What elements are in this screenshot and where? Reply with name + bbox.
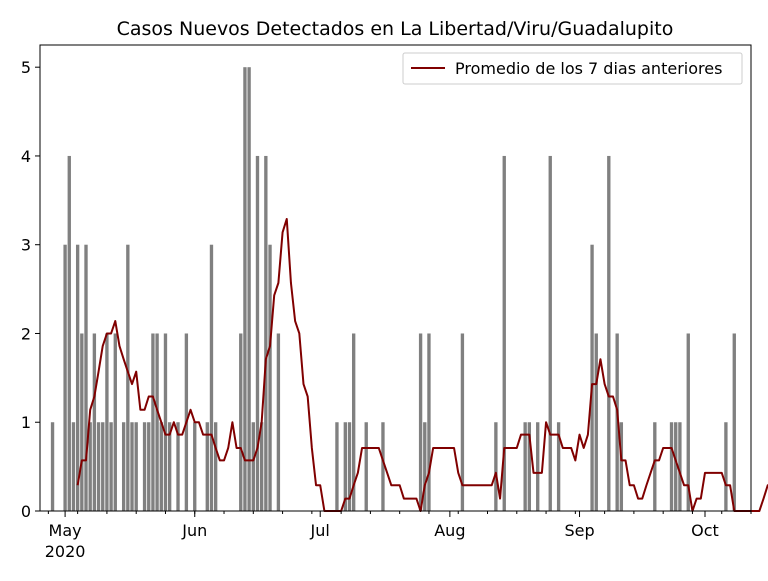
legend-label: Promedio de los 7 dias anteriores [455, 59, 722, 78]
y-tick-label: 0 [21, 502, 31, 521]
bar [67, 155, 71, 511]
bar [84, 244, 88, 511]
bar [75, 244, 80, 511]
bar-series [50, 67, 736, 511]
x-tick-label: May [49, 521, 82, 540]
bar [556, 422, 561, 511]
bar [674, 422, 678, 511]
y-tick-label: 1 [21, 413, 31, 432]
bar [527, 422, 532, 511]
bar [594, 333, 598, 511]
bar [536, 422, 540, 511]
bar [151, 333, 155, 511]
bar [109, 422, 113, 511]
bar [678, 422, 682, 511]
y-axis: 0 1 2 3 4 5 [21, 58, 40, 521]
x-tick-sublabel: 2020 [45, 542, 86, 561]
bar [105, 333, 109, 511]
bar [50, 422, 55, 511]
x-axis: May 2020 Jun Jul Aug Sep Oct [45, 511, 752, 561]
bar [590, 244, 594, 511]
x-tick-label: Jul [310, 521, 330, 540]
bar [548, 155, 552, 511]
bar [423, 422, 427, 511]
y-tick-label: 5 [21, 58, 31, 77]
bar [276, 333, 281, 511]
bar [147, 422, 151, 511]
bar [381, 422, 385, 511]
bar [502, 155, 506, 511]
bar [113, 333, 117, 511]
bar [427, 333, 431, 511]
bar [209, 244, 214, 511]
bar [669, 422, 674, 511]
bar [176, 422, 180, 511]
average-line-series [76, 217, 768, 512]
bar [163, 333, 168, 511]
bar [71, 422, 76, 511]
bar [134, 422, 138, 511]
bar [155, 333, 159, 511]
bar [615, 333, 619, 511]
bar [96, 422, 101, 511]
bar [126, 244, 130, 511]
bar [63, 244, 67, 511]
legend-box [402, 52, 743, 85]
bar [264, 155, 268, 511]
x-tick-label: Aug [434, 521, 465, 540]
average-line [76, 217, 768, 512]
bar [255, 155, 260, 511]
bar [364, 422, 368, 511]
bar [418, 333, 423, 511]
bar [724, 422, 728, 511]
bar [352, 333, 356, 511]
y-tick-label: 3 [21, 236, 31, 255]
bar [92, 333, 97, 511]
bar [335, 422, 339, 511]
bar [239, 333, 243, 511]
bar [130, 422, 134, 511]
legend: Promedio de los 7 dias anteriores [402, 52, 743, 85]
bar [243, 67, 247, 511]
bar [251, 422, 255, 511]
bar [343, 422, 347, 511]
bar [193, 422, 197, 511]
bar [347, 422, 352, 511]
bar [121, 422, 126, 511]
bar [523, 422, 527, 511]
bar [460, 333, 465, 511]
bar [101, 422, 105, 511]
bar [247, 67, 251, 511]
bar [732, 333, 736, 511]
bar [88, 422, 92, 511]
bar [259, 422, 264, 511]
bar [213, 422, 218, 511]
y-tick-label: 4 [21, 147, 31, 166]
bar [167, 422, 172, 511]
bar [619, 422, 624, 511]
bar [686, 333, 690, 511]
bar [607, 155, 611, 511]
y-tick-label: 2 [21, 324, 31, 343]
x-tick-label: Sep [564, 521, 594, 540]
bar [80, 333, 84, 511]
plot-frame [39, 44, 752, 512]
chart-title: Casos Nuevos Detectados en La Libertad/V… [117, 18, 674, 40]
bar [159, 422, 163, 511]
bar [205, 422, 209, 511]
bar [494, 422, 498, 511]
bar [268, 244, 272, 511]
x-tick-label: Oct [691, 521, 719, 540]
bar [653, 422, 657, 511]
bar [142, 422, 147, 511]
x-tick-label: Jun [181, 521, 207, 540]
